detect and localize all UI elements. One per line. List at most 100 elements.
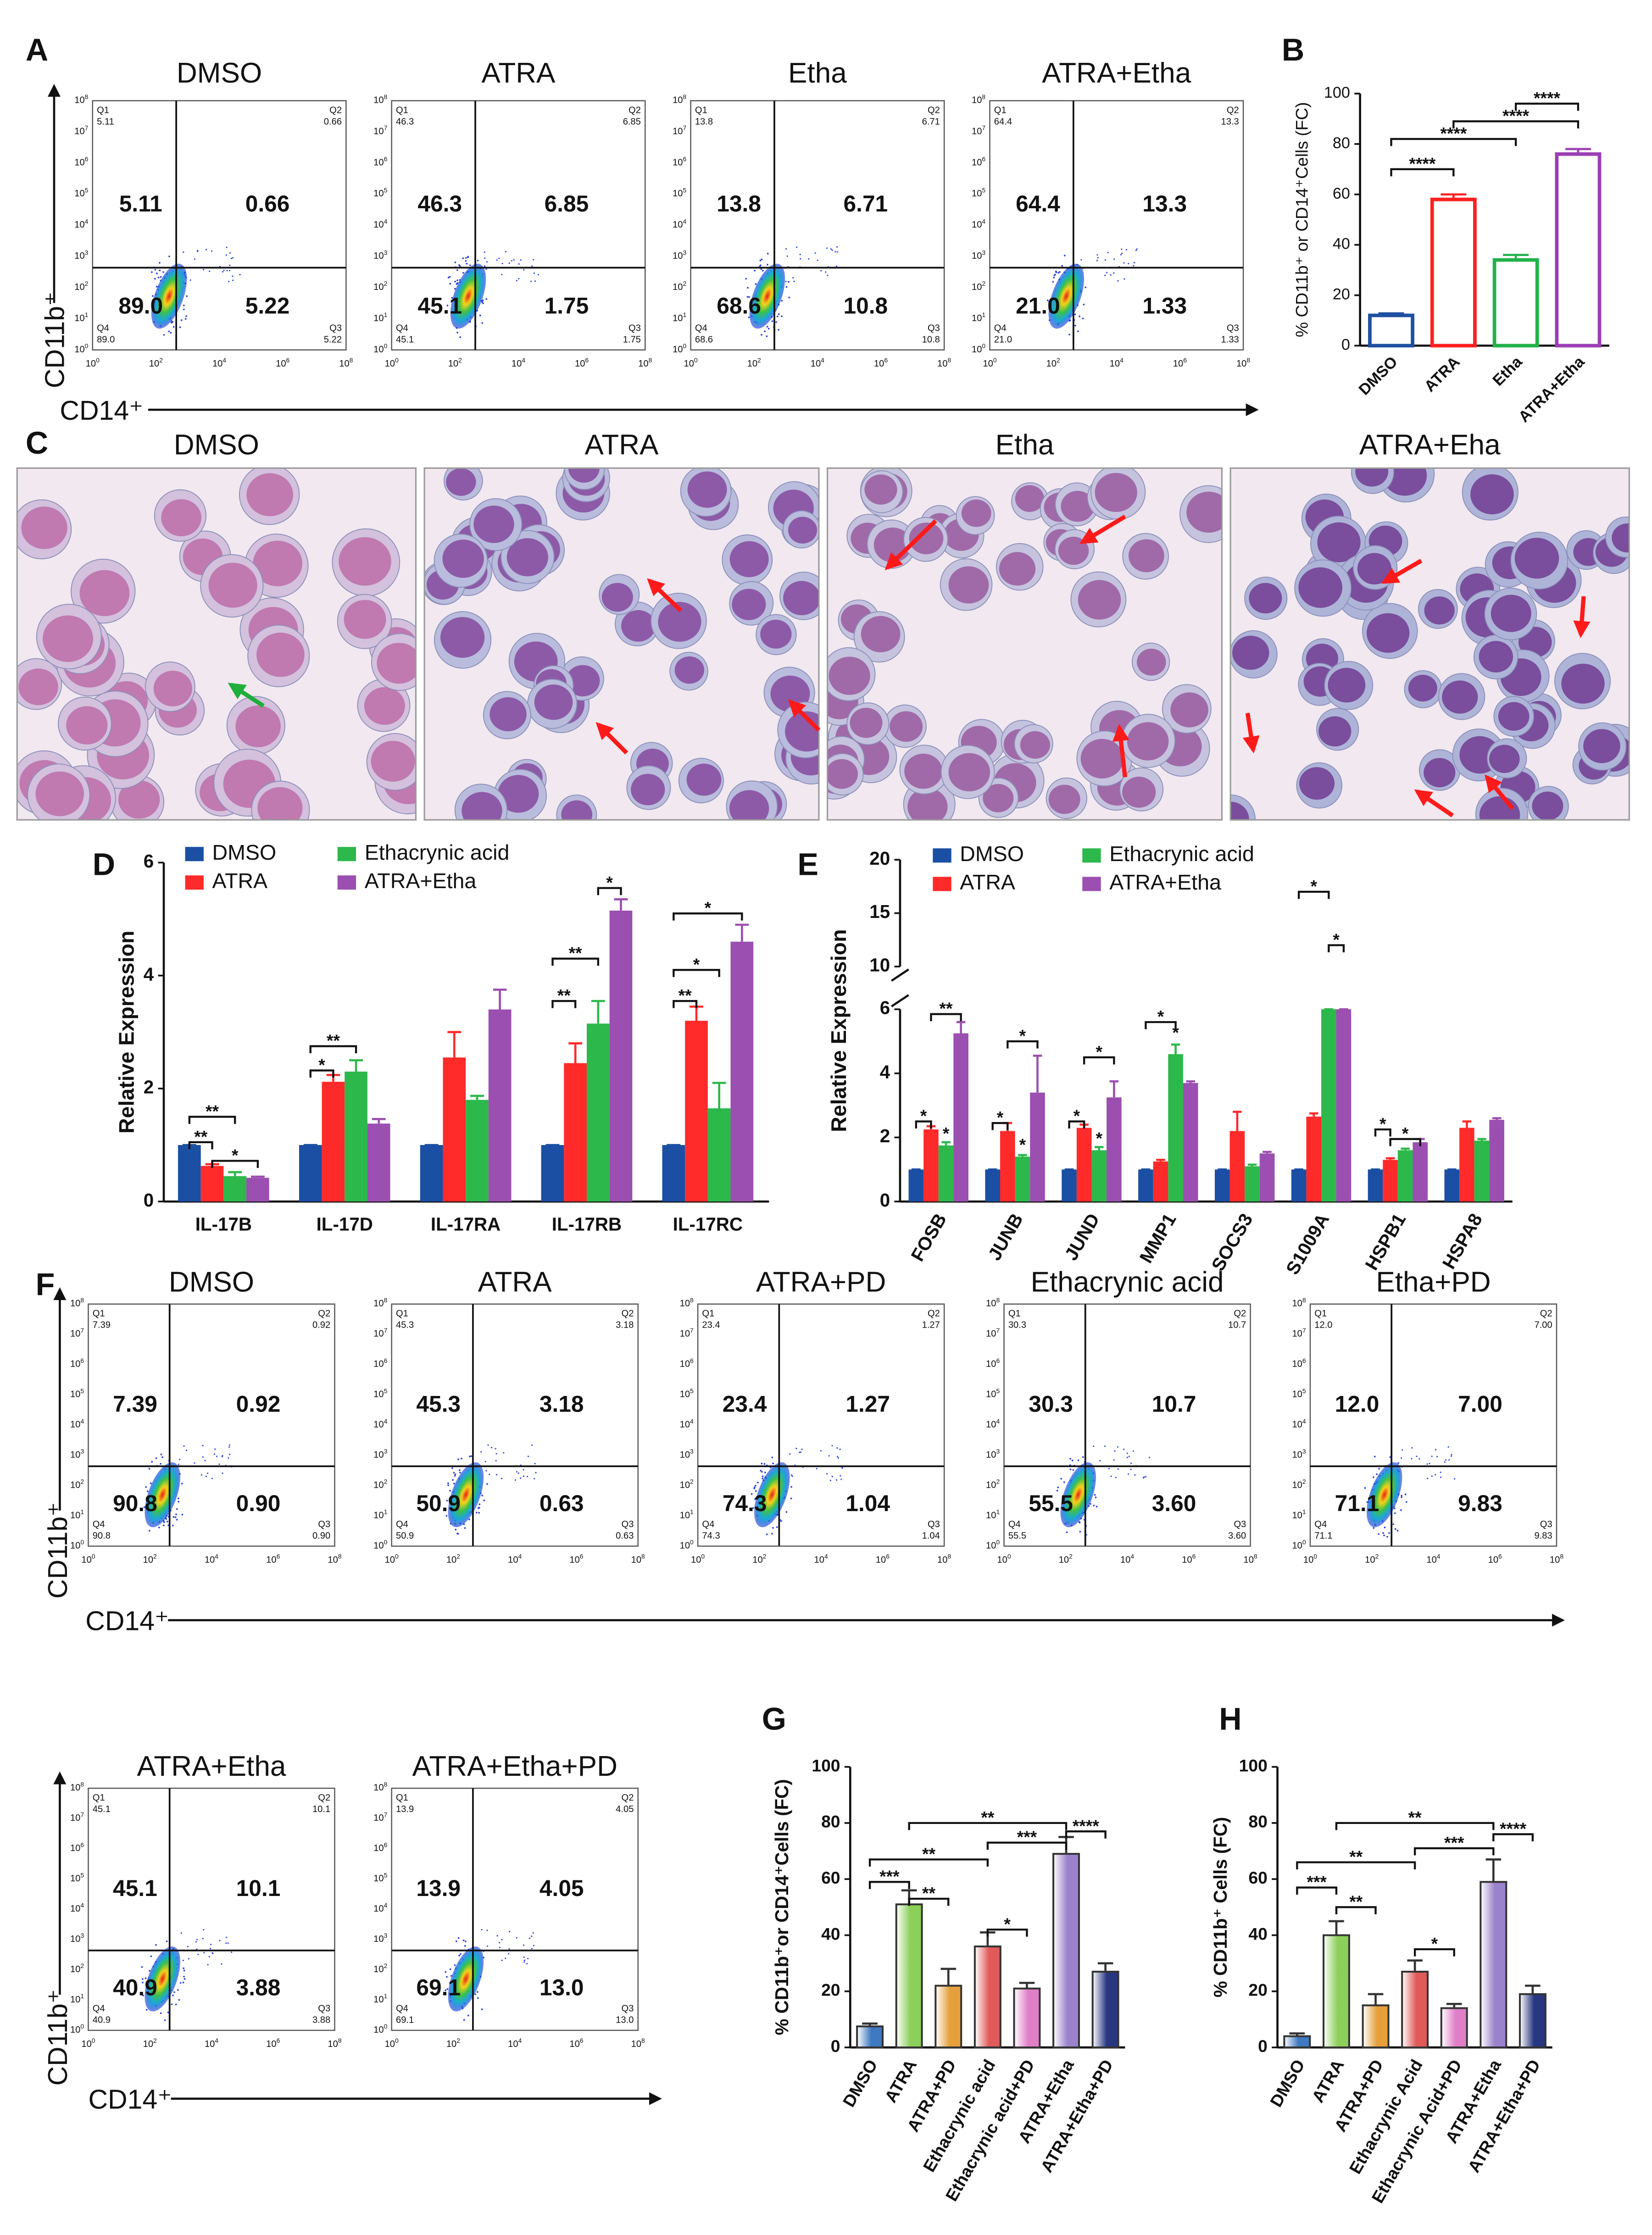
error-bar (614, 898, 628, 911)
dot (1364, 1487, 1366, 1489)
bar (420, 1145, 443, 1202)
dot (1133, 265, 1135, 267)
dot (228, 1457, 229, 1459)
bar (609, 910, 633, 1202)
dot (223, 269, 225, 271)
tick-label: 102 (70, 1478, 84, 1490)
dot (755, 1490, 757, 1492)
dot (227, 1942, 229, 1944)
tick-base: 10 (373, 1995, 384, 2005)
cell-nucleus (601, 583, 633, 612)
tick-exponent: 8 (947, 1552, 951, 1560)
tick-exponent: 5 (996, 1387, 1000, 1394)
dot (200, 1474, 203, 1476)
x-tick-label: FOSB (907, 1210, 951, 1265)
dot (533, 259, 534, 261)
tick-exponent: 8 (641, 2037, 645, 2044)
dot (747, 287, 749, 289)
tick-exponent: 4 (522, 356, 525, 364)
quadrant-label: Q1 (695, 106, 707, 116)
axis-label: CD14⁺ (85, 1607, 169, 1636)
tick-exponent: 2 (80, 1962, 84, 1969)
dot (516, 1471, 517, 1473)
tick-label: 102 (972, 280, 985, 292)
error-bar (1247, 1163, 1257, 1167)
quadrant-value-small: 30.3 (1008, 1320, 1026, 1330)
tick-label: 102 (446, 2037, 460, 2049)
quadrant-value-small: 10.8 (922, 334, 940, 345)
tick-label: 104 (508, 1552, 522, 1565)
tick-exponent: 8 (338, 1552, 342, 1560)
tick-exponent: 0 (92, 2037, 95, 2044)
dot (508, 262, 510, 264)
tick-exponent: 6 (80, 1357, 84, 1364)
quadrant-value: 10.8 (844, 293, 888, 319)
dot (1435, 1449, 1437, 1451)
tick-exponent: 2 (159, 356, 163, 364)
dot (207, 1964, 209, 1966)
tick-base: 10 (1292, 1329, 1302, 1339)
quadrant-value-small: 23.4 (702, 1320, 720, 1330)
tick-exponent: 5 (384, 1871, 388, 1879)
cell-nucleus (377, 643, 416, 684)
quadrant-value-small: 1.75 (623, 334, 641, 345)
tick-base: 10 (446, 2039, 456, 2049)
tick-label: 102 (143, 1552, 157, 1565)
quadrant-label: Q4 (97, 323, 109, 334)
dot (166, 1940, 168, 1942)
x-tick-label: DMSO (1266, 2056, 1308, 2110)
legend-swatch (337, 847, 356, 862)
tick-label: 105 (1292, 1387, 1306, 1399)
tick-label: 108 (986, 1296, 1000, 1309)
tick-exponent: 6 (580, 2037, 584, 2044)
y-tick-label: 0 (831, 2036, 840, 2056)
dot (495, 1448, 496, 1450)
y-tick-label: 20 (821, 1980, 840, 2000)
dot (1130, 1462, 1132, 1464)
dot (766, 335, 768, 337)
dot (759, 260, 762, 261)
dot-cloud (151, 246, 241, 336)
cell-nucleus (1489, 745, 1520, 773)
dot (467, 256, 469, 258)
tick-base: 10 (74, 95, 84, 106)
tick-exponent: 4 (215, 1552, 218, 1560)
dot (203, 269, 205, 271)
dot (457, 1937, 460, 1939)
quadrant-value: 23.4 (723, 1391, 767, 1417)
dot (160, 276, 162, 278)
dot (455, 1529, 457, 1531)
tick-exponent: 6 (384, 1841, 388, 1848)
dot (839, 1448, 841, 1450)
dot (164, 2019, 166, 2021)
quadrant-value-small: 12.0 (1314, 1320, 1332, 1330)
error-bar (1263, 1151, 1272, 1154)
dot (501, 1959, 503, 1961)
dot (178, 1497, 179, 1500)
tick-exponent: 1 (384, 311, 388, 318)
tick-base: 10 (986, 1359, 996, 1369)
tick-label: 103 (373, 1447, 387, 1460)
dot (156, 272, 158, 274)
dot (791, 1475, 793, 1477)
flow-frame (391, 1303, 639, 1547)
axis-label: CD14⁺ (88, 2085, 172, 2115)
x-tick-label: HSPA8 (1438, 1210, 1486, 1273)
tick-label: 104 (986, 1417, 1000, 1429)
quadrant-value-small: 69.1 (396, 2015, 414, 2025)
significance-label: * (1402, 1123, 1409, 1143)
dot (184, 318, 187, 320)
dot (154, 269, 156, 271)
dot (456, 283, 458, 285)
dot (755, 283, 757, 285)
dot (459, 336, 461, 338)
significance-label: ** (1349, 1892, 1363, 1911)
dot (483, 1499, 485, 1501)
tick-exponent: 5 (85, 186, 89, 194)
dot (1374, 1456, 1376, 1457)
bar (1138, 1169, 1153, 1202)
x-tick-label: MMP1 (1135, 1210, 1180, 1267)
dot (761, 334, 762, 336)
bar (662, 1145, 685, 1202)
tick-exponent: 2 (996, 1478, 1000, 1485)
